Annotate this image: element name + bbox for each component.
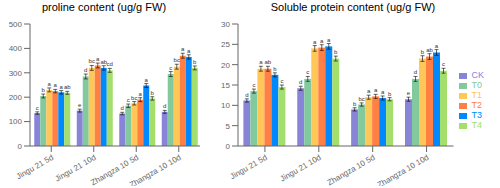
svg-text:d: d bbox=[414, 69, 417, 75]
svg-text:Jingu 21 10d: Jingu 21 10d bbox=[53, 152, 98, 184]
svg-text:a: a bbox=[435, 43, 439, 49]
svg-text:10: 10 bbox=[221, 101, 230, 110]
svg-text:a: a bbox=[313, 39, 317, 45]
svg-text:b: b bbox=[273, 66, 277, 72]
html-text:proline content (ug/g FW): proline content (ug/g FW) bbox=[41, 1, 167, 13]
svg-text:b: b bbox=[388, 91, 392, 97]
svg-text:bc: bc bbox=[89, 58, 95, 64]
svg-text:Jingu 21 5d: Jingu 21 5d bbox=[228, 153, 268, 181]
svg-text:d: d bbox=[245, 92, 248, 98]
svg-text:30: 30 bbox=[221, 20, 230, 29]
svg-text:ab: ab bbox=[265, 59, 272, 65]
html-text:CK: CK bbox=[471, 70, 484, 80]
svg-text:bc: bc bbox=[131, 95, 137, 101]
svg-text:5: 5 bbox=[226, 122, 231, 131]
svg-text:Zhangza 10 5d: Zhangza 10 5d bbox=[326, 153, 377, 186]
html-text:Soluble protein content (ug/g: Soluble protein content (ug/g FW) bbox=[270, 1, 436, 13]
svg-text:d: d bbox=[163, 103, 166, 109]
svg-text:500: 500 bbox=[9, 20, 23, 29]
svg-text:0: 0 bbox=[18, 142, 23, 151]
svg-text:c: c bbox=[36, 105, 39, 111]
svg-text:ab: ab bbox=[426, 47, 433, 53]
svg-text:b: b bbox=[42, 87, 46, 93]
svg-text:c: c bbox=[169, 65, 172, 71]
svg-text:ab: ab bbox=[100, 58, 108, 65]
svg-text:a: a bbox=[48, 81, 52, 87]
svg-text:b: b bbox=[421, 49, 425, 55]
svg-text:a: a bbox=[181, 46, 185, 52]
svg-text:e: e bbox=[78, 102, 82, 108]
svg-text:a: a bbox=[259, 59, 263, 65]
svg-text:a: a bbox=[59, 83, 63, 90]
svg-text:a: a bbox=[374, 87, 378, 93]
svg-text:Zhangza 10 10d: Zhangza 10 10d bbox=[128, 153, 183, 186]
svg-text:200: 200 bbox=[9, 93, 23, 102]
svg-text:b: b bbox=[353, 101, 357, 107]
svg-text:Zhangza 10 10d: Zhangza 10 10d bbox=[376, 153, 431, 186]
svg-text:100: 100 bbox=[9, 117, 23, 126]
svg-text:0: 0 bbox=[226, 142, 231, 151]
svg-text:c: c bbox=[306, 69, 309, 75]
svg-text:a: a bbox=[367, 88, 371, 94]
svg-text:c: c bbox=[252, 82, 255, 88]
svg-text:b: b bbox=[193, 59, 197, 65]
svg-text:d: d bbox=[299, 79, 302, 85]
svg-text:25: 25 bbox=[221, 40, 230, 49]
svg-text:Jingu 21 5d: Jingu 21 5d bbox=[15, 153, 55, 181]
svg-text:b: b bbox=[151, 90, 155, 96]
svg-text:a: a bbox=[381, 89, 385, 95]
svg-text:c: c bbox=[127, 97, 130, 103]
svg-text:a: a bbox=[54, 82, 58, 88]
svg-text:20: 20 bbox=[221, 61, 230, 70]
html-text:T1: T1 bbox=[471, 90, 482, 100]
svg-text:Jingu 21 10d: Jingu 21 10d bbox=[278, 153, 322, 184]
svg-text:c: c bbox=[442, 61, 445, 67]
svg-text:b: b bbox=[334, 49, 338, 55]
svg-text:cd: cd bbox=[107, 61, 113, 67]
svg-text:ab: ab bbox=[64, 84, 71, 90]
html-text:T2: T2 bbox=[471, 100, 482, 110]
svg-text:d: d bbox=[84, 67, 87, 73]
svg-text:a: a bbox=[139, 91, 143, 97]
html-text:T3: T3 bbox=[471, 110, 482, 120]
svg-text:400: 400 bbox=[9, 44, 23, 53]
svg-text:a: a bbox=[145, 77, 149, 83]
svg-text:bc: bc bbox=[358, 96, 364, 102]
svg-text:bc: bc bbox=[174, 57, 180, 63]
svg-text:15: 15 bbox=[221, 81, 230, 90]
svg-text:a: a bbox=[96, 56, 100, 62]
svg-text:300: 300 bbox=[9, 69, 23, 78]
html-text:T0: T0 bbox=[471, 80, 482, 90]
svg-text:a: a bbox=[320, 38, 324, 44]
svg-text:a: a bbox=[327, 37, 331, 43]
svg-text:e: e bbox=[407, 90, 411, 96]
svg-text:c: c bbox=[280, 78, 283, 84]
svg-text:a: a bbox=[187, 48, 191, 54]
svg-text:d: d bbox=[121, 105, 124, 111]
html-text:T4: T4 bbox=[471, 120, 482, 130]
